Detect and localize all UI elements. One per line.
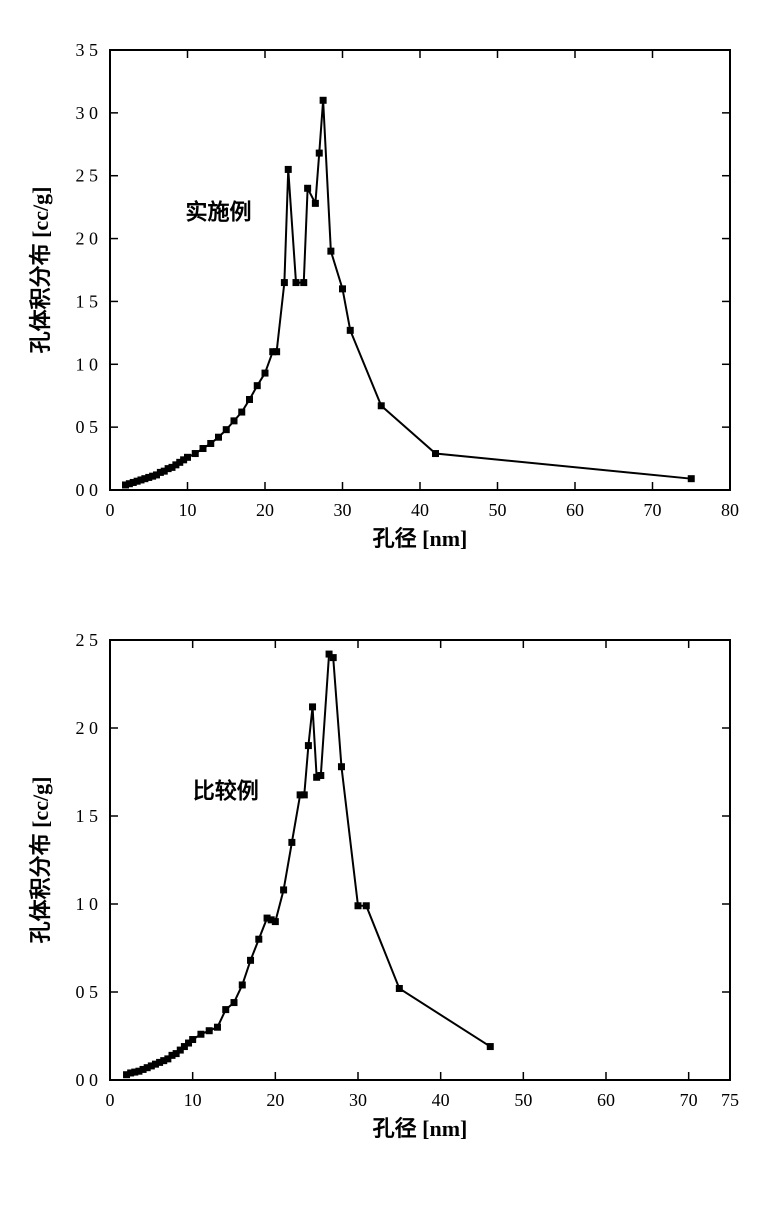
series-marker <box>288 839 295 846</box>
series-marker <box>300 279 307 286</box>
chart-annotation: 实施例 <box>185 200 251 225</box>
y-axis-title: 孔体积分布 [cc/g] <box>28 187 53 354</box>
series-marker <box>189 1036 196 1043</box>
series-marker <box>206 1027 213 1034</box>
series-marker <box>255 936 262 943</box>
x-tick-label: 70 <box>680 1090 698 1110</box>
y-tick-label: 0 0 <box>76 480 99 500</box>
chart-top: 010203040506070800 00 51 01 52 02 53 03 … <box>20 20 758 580</box>
series-marker <box>316 150 323 157</box>
series-marker <box>192 450 199 457</box>
series-line <box>127 654 491 1075</box>
y-tick-label: 3 0 <box>76 103 99 123</box>
series-line <box>126 100 692 485</box>
y-tick-label: 1 5 <box>76 291 99 311</box>
x-tick-label: 30 <box>334 500 352 520</box>
y-tick-label: 1 0 <box>76 894 99 914</box>
series-marker <box>305 742 312 749</box>
x-tick-label: 60 <box>597 1090 615 1110</box>
x-tick-label: 0 <box>106 1090 115 1110</box>
chart-top-svg: 010203040506070800 00 51 01 52 02 53 03 … <box>20 20 758 580</box>
series-marker <box>330 654 337 661</box>
x-axis-title: 孔径 [nm] <box>373 1116 468 1141</box>
x-tick-label: 10 <box>184 1090 202 1110</box>
series-marker <box>200 445 207 452</box>
series-marker <box>320 97 327 104</box>
x-tick-label: 50 <box>489 500 507 520</box>
series-marker <box>223 426 230 433</box>
series-marker <box>215 434 222 441</box>
x-tick-label: 20 <box>256 500 274 520</box>
x-tick-label: 10 <box>179 500 197 520</box>
series-marker <box>355 902 362 909</box>
series-marker <box>338 763 345 770</box>
series-marker <box>312 200 319 207</box>
series-marker <box>231 417 238 424</box>
series-marker <box>688 475 695 482</box>
series-marker <box>254 382 261 389</box>
series-marker <box>301 791 308 798</box>
y-tick-label: 2 0 <box>76 718 99 738</box>
series-marker <box>317 772 324 779</box>
series-marker <box>339 285 346 292</box>
chart-bottom: 010203040506070750 00 51 01 52 02 5孔径 [n… <box>20 610 758 1170</box>
y-tick-label: 0 5 <box>76 982 99 1002</box>
y-tick-label: 1 0 <box>76 354 99 374</box>
series-marker <box>378 402 385 409</box>
series-marker <box>247 957 254 964</box>
series-marker <box>347 327 354 334</box>
series-marker <box>487 1043 494 1050</box>
series-marker <box>273 348 280 355</box>
y-axis-title: 孔体积分布 [cc/g] <box>28 777 53 944</box>
series-marker <box>246 396 253 403</box>
x-tick-label: 60 <box>566 500 584 520</box>
x-tick-label: 30 <box>349 1090 367 1110</box>
x-tick-label: 0 <box>106 500 115 520</box>
x-tick-label: 40 <box>432 1090 450 1110</box>
x-tick-label: 80 <box>721 500 739 520</box>
chart-annotation: 比较例 <box>193 778 259 803</box>
series-marker <box>432 450 439 457</box>
series-marker <box>293 279 300 286</box>
y-tick-label: 0 5 <box>76 417 99 437</box>
x-tick-label: 50 <box>514 1090 532 1110</box>
series-marker <box>309 703 316 710</box>
y-tick-label: 3 5 <box>76 40 99 60</box>
series-marker <box>281 279 288 286</box>
series-marker <box>184 454 191 461</box>
x-tick-label: 75 <box>721 1090 739 1110</box>
series-marker <box>304 185 311 192</box>
x-axis-title: 孔径 [nm] <box>373 526 468 551</box>
y-tick-label: 2 5 <box>76 630 99 650</box>
series-marker <box>231 999 238 1006</box>
y-tick-label: 2 0 <box>76 229 99 249</box>
series-marker <box>214 1024 221 1031</box>
series-marker <box>197 1031 204 1038</box>
series-marker <box>280 886 287 893</box>
series-marker <box>285 166 292 173</box>
series-marker <box>222 1006 229 1013</box>
x-tick-label: 40 <box>411 500 429 520</box>
series-marker <box>363 902 370 909</box>
series-marker <box>262 370 269 377</box>
series-marker <box>239 981 246 988</box>
y-tick-label: 1 5 <box>76 806 99 826</box>
series-marker <box>327 248 334 255</box>
x-tick-label: 20 <box>266 1090 284 1110</box>
series-marker <box>238 409 245 416</box>
x-tick-label: 70 <box>644 500 662 520</box>
series-marker <box>207 440 214 447</box>
series-marker <box>272 918 279 925</box>
series-marker <box>396 985 403 992</box>
chart-bottom-svg: 010203040506070750 00 51 01 52 02 5孔径 [n… <box>20 610 758 1170</box>
y-tick-label: 2 5 <box>76 166 99 186</box>
y-tick-label: 0 0 <box>76 1070 99 1090</box>
